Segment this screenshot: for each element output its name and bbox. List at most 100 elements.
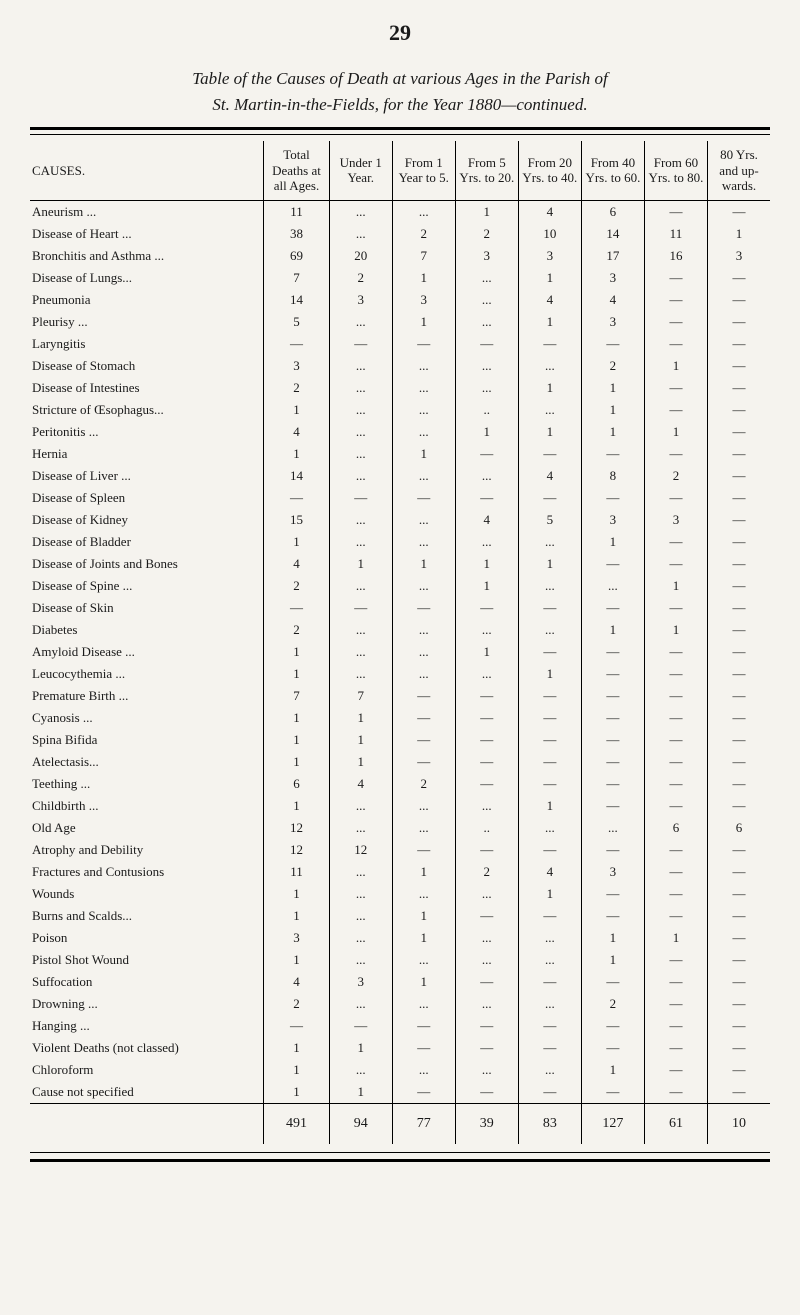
value-cell: —: [581, 1037, 644, 1059]
value-cell: ...: [392, 993, 455, 1015]
value-cell: —: [455, 773, 518, 795]
value-cell: 4: [518, 289, 581, 311]
value-cell: —: [707, 663, 770, 685]
table-row: Diabetes2............11—: [30, 619, 770, 641]
value-cell: 1: [455, 421, 518, 443]
value-cell: 14: [264, 465, 329, 487]
table-row: Disease of Lungs...721...13——: [30, 267, 770, 289]
value-cell: —: [707, 355, 770, 377]
value-cell: —: [644, 795, 707, 817]
value-cell: 12: [329, 839, 392, 861]
value-cell: ...: [392, 817, 455, 839]
value-cell: 4: [264, 553, 329, 575]
value-cell: —: [707, 443, 770, 465]
cause-cell: Pleurisy ...: [30, 311, 264, 333]
value-cell: 1: [264, 795, 329, 817]
value-cell: ...: [329, 795, 392, 817]
value-cell: 6: [264, 773, 329, 795]
value-cell: 1: [581, 399, 644, 421]
value-cell: —: [392, 685, 455, 707]
value-cell: ...: [392, 200, 455, 223]
value-cell: ...: [455, 531, 518, 553]
cause-cell: Atrophy and Debility: [30, 839, 264, 861]
cause-cell: Teething ...: [30, 773, 264, 795]
value-cell: —: [455, 1037, 518, 1059]
cause-cell: Disease of Joints and Bones: [30, 553, 264, 575]
cause-cell: Disease of Spine ...: [30, 575, 264, 597]
value-cell: 14: [264, 289, 329, 311]
table-row: Disease of Kidney15......4533—: [30, 509, 770, 531]
cause-cell: Disease of Liver ...: [30, 465, 264, 487]
value-cell: —: [707, 751, 770, 773]
value-cell: 2: [264, 575, 329, 597]
value-cell: —: [644, 200, 707, 223]
bottom-rule-thin: [30, 1152, 770, 1153]
value-cell: —: [455, 905, 518, 927]
value-cell: 1: [644, 421, 707, 443]
table-row: Poison3...1......11—: [30, 927, 770, 949]
value-cell: ...: [392, 509, 455, 531]
value-cell: ...: [329, 509, 392, 531]
value-cell: —: [392, 487, 455, 509]
value-cell: —: [644, 1037, 707, 1059]
value-cell: —: [644, 663, 707, 685]
cause-cell: Wounds: [30, 883, 264, 905]
value-cell: 7: [392, 245, 455, 267]
cause-cell: Suffocation: [30, 971, 264, 993]
cause-cell: Pistol Shot Wound: [30, 949, 264, 971]
value-cell: 2: [264, 993, 329, 1015]
cause-cell: Fractures and Contusions: [30, 861, 264, 883]
value-cell: 1: [329, 1081, 392, 1104]
value-cell: 1: [264, 729, 329, 751]
value-cell: 1: [264, 1059, 329, 1081]
value-cell: —: [581, 839, 644, 861]
value-cell: —: [329, 1015, 392, 1037]
col-header-causes: CAUSES.: [30, 141, 264, 200]
value-cell: —: [707, 839, 770, 861]
value-cell: —: [392, 1081, 455, 1104]
value-cell: —: [707, 421, 770, 443]
value-cell: ...: [518, 993, 581, 1015]
cause-cell: Old Age: [30, 817, 264, 839]
value-cell: 1: [264, 751, 329, 773]
value-cell: ...: [518, 1059, 581, 1081]
value-cell: ...: [329, 223, 392, 245]
value-cell: —: [518, 773, 581, 795]
value-cell: 11: [264, 200, 329, 223]
value-cell: —: [518, 443, 581, 465]
bottom-rule-thick: [30, 1159, 770, 1162]
value-cell: —: [707, 289, 770, 311]
value-cell: 3: [264, 355, 329, 377]
value-cell: —: [644, 597, 707, 619]
value-cell: 3: [644, 509, 707, 531]
table-row: Disease of Stomach3............21—: [30, 355, 770, 377]
value-cell: 3: [581, 311, 644, 333]
value-cell: ...: [329, 377, 392, 399]
value-cell: —: [644, 839, 707, 861]
table-row: Cause not specified11——————: [30, 1081, 770, 1104]
value-cell: ...: [392, 641, 455, 663]
value-cell: 4: [264, 421, 329, 443]
value-cell: 3: [518, 245, 581, 267]
value-cell: —: [581, 1081, 644, 1104]
totals-under1: 94: [329, 1103, 392, 1144]
cause-cell: Peritonitis ...: [30, 421, 264, 443]
value-cell: ...: [329, 311, 392, 333]
value-cell: ...: [518, 531, 581, 553]
value-cell: ...: [518, 949, 581, 971]
value-cell: —: [455, 971, 518, 993]
value-cell: 16: [644, 245, 707, 267]
value-cell: —: [707, 509, 770, 531]
value-cell: —: [581, 663, 644, 685]
cause-cell: Aneurism ...: [30, 200, 264, 223]
value-cell: —: [707, 377, 770, 399]
value-cell: 1: [581, 531, 644, 553]
value-cell: —: [455, 333, 518, 355]
value-cell: —: [707, 200, 770, 223]
value-cell: 1: [264, 399, 329, 421]
value-cell: 2: [329, 267, 392, 289]
value-cell: 1: [644, 355, 707, 377]
value-cell: 2: [455, 861, 518, 883]
value-cell: —: [455, 597, 518, 619]
value-cell: ...: [329, 861, 392, 883]
